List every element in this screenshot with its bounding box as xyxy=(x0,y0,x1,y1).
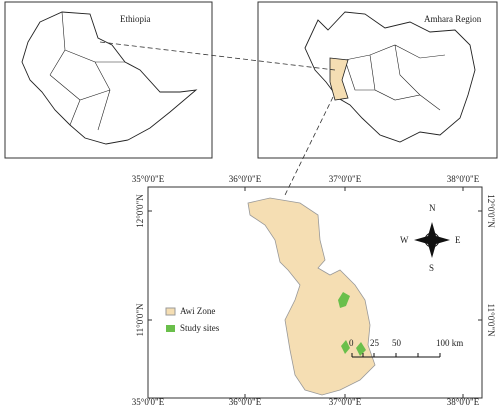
scale-bar: 0 25 50 100 km xyxy=(349,338,463,358)
graticule-ticks: 35°0'0"E 35°0'0"E 36°0'0"E 36°0'0"E 37°0'0"E… xyxy=(132,174,496,407)
amhara-frame xyxy=(257,1,498,159)
connector xyxy=(99,41,336,196)
bottom-coord-label: 35°0'0"E xyxy=(132,397,165,407)
compass-e: E xyxy=(455,235,461,245)
legend-label: Study sites xyxy=(180,323,220,333)
compass-n: N xyxy=(429,203,436,213)
right-coord-label: 12°0'0"N xyxy=(486,194,496,228)
amhara-zones xyxy=(344,44,446,111)
ethiopia-title: Ethiopia xyxy=(120,14,151,24)
awi-zone xyxy=(247,197,376,396)
right-coord-label: 11°0'0"N xyxy=(486,303,496,337)
ethiopia-outline xyxy=(21,11,198,145)
top-coord-label: 37°0'0"E xyxy=(329,174,362,184)
scale-label: 50 xyxy=(392,338,402,348)
main-frame xyxy=(147,186,483,399)
bottom-coord-label: 37°0'0"E xyxy=(329,397,362,407)
study-site xyxy=(356,342,366,356)
top-coord-label: 38°0'0"E xyxy=(447,174,480,184)
study-site xyxy=(341,340,350,354)
bottom-coord-label: 38°0'0"E xyxy=(447,397,480,407)
left-coord-label: 12°0'0"N xyxy=(135,194,145,228)
left-coord-label: 11°0'0"N xyxy=(135,303,145,337)
top-coord-label: 35°0'0"E xyxy=(132,174,165,184)
legend-swatch-sites xyxy=(166,325,175,332)
awi-zone-inset xyxy=(329,57,349,101)
compass-s: S xyxy=(429,263,434,273)
scale-label: 0 xyxy=(349,338,354,348)
study-site xyxy=(338,292,350,308)
compass-w: W xyxy=(400,235,409,245)
bottom-coord-label: 36°0'0"E xyxy=(229,397,262,407)
amhara-outline xyxy=(304,11,476,143)
top-coord-label: 36°0'0"E xyxy=(229,174,262,184)
compass: N S E W xyxy=(400,203,461,273)
amhara-title: Amhara Region xyxy=(424,14,482,24)
scale-label: 25 xyxy=(370,338,380,348)
scale-label: 100 km xyxy=(436,338,463,348)
legend-label: Awi Zone xyxy=(180,306,215,316)
ethiopia-frame xyxy=(4,1,213,159)
ethiopia-regions xyxy=(49,11,125,131)
legend-swatch-awi xyxy=(165,307,176,316)
